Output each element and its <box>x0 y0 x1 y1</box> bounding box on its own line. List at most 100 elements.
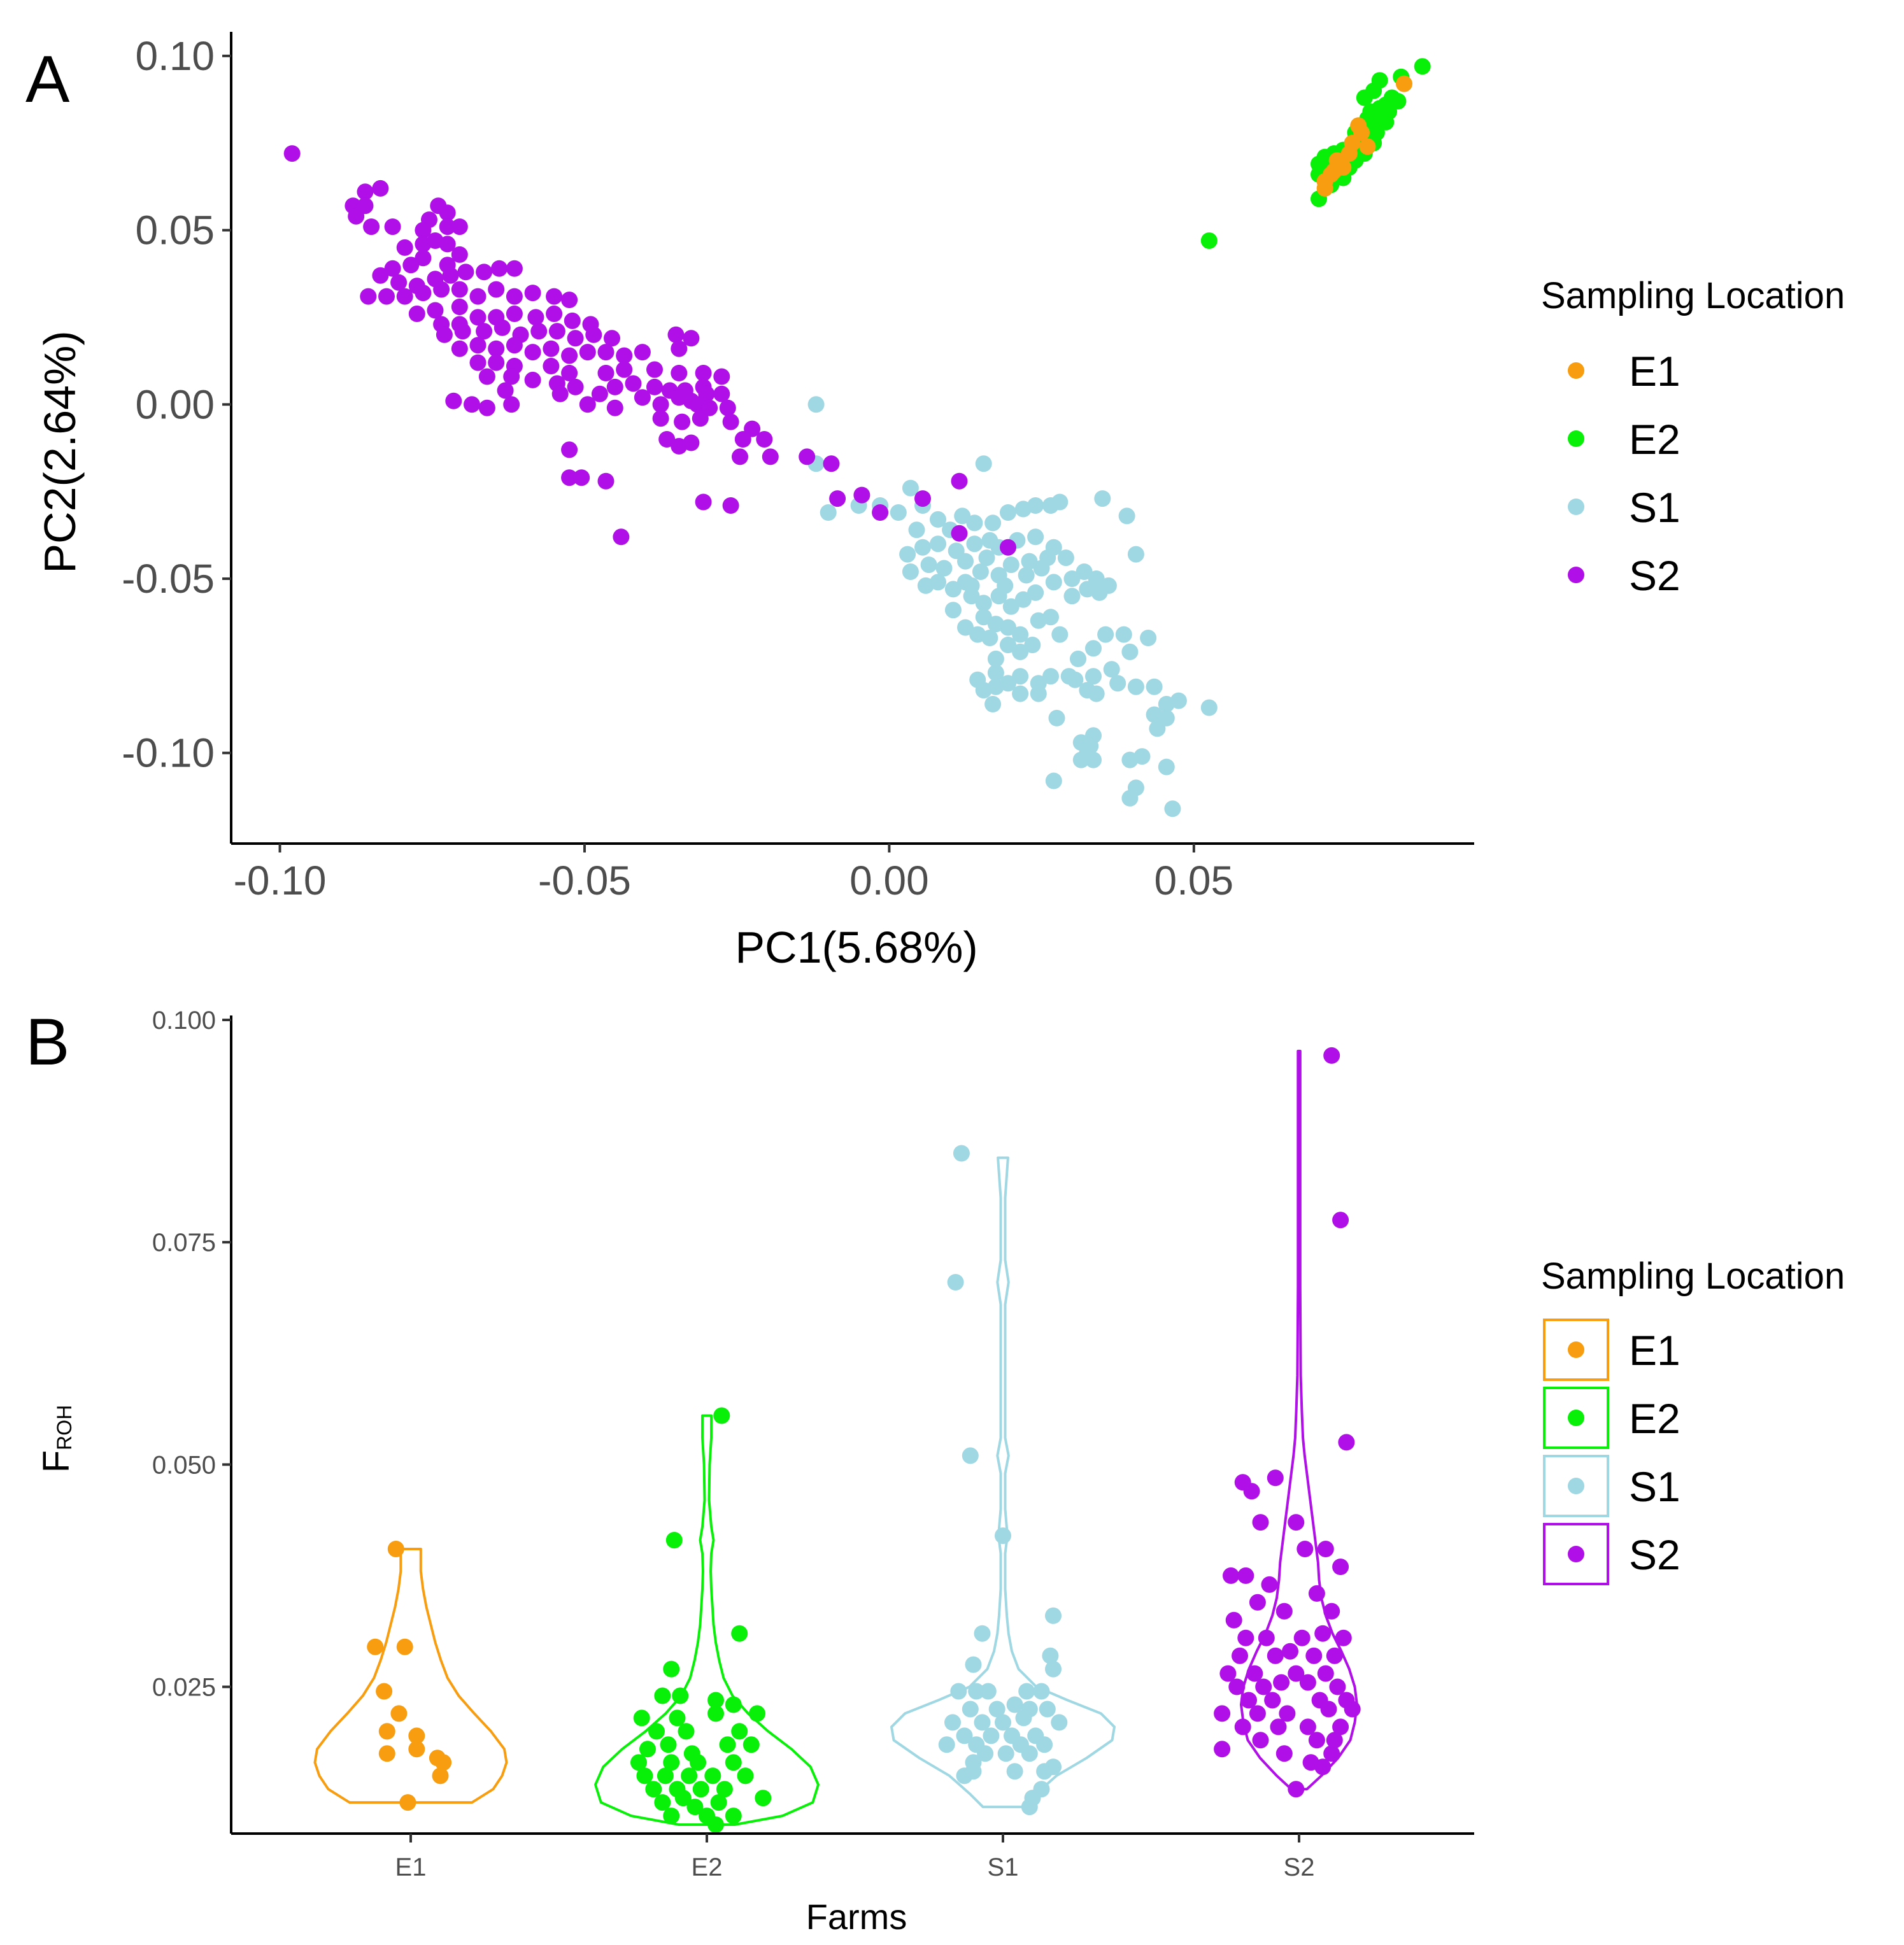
violin-point-e2 <box>707 1816 724 1833</box>
violin-point-s2 <box>1323 1602 1340 1620</box>
pca-point-s1 <box>1012 668 1029 685</box>
violin-legend-key-e1 <box>1568 1341 1584 1358</box>
pca-point-e1 <box>1359 138 1376 155</box>
pca-point-s2 <box>671 340 688 357</box>
violin-legend-box-e2 <box>1543 1387 1609 1449</box>
violin-point-s1 <box>977 1745 994 1762</box>
violin-point-s1 <box>983 1727 1000 1744</box>
violin-point-s2 <box>1264 1692 1281 1709</box>
pca-point-s2 <box>652 396 669 413</box>
pca-point-s2 <box>872 504 889 521</box>
pca-point-e2 <box>1200 232 1218 249</box>
pca-point-s1 <box>1164 800 1181 817</box>
pca-point-s2 <box>469 288 487 305</box>
pca-point-s2 <box>951 525 968 542</box>
pca-point-s1 <box>1085 751 1102 768</box>
violin-point-e2 <box>707 1692 724 1709</box>
pca-point-s1 <box>966 535 983 553</box>
pca-point-s2 <box>451 218 468 236</box>
pca-point-e2 <box>1414 58 1431 75</box>
violin-point-e2 <box>669 1709 686 1727</box>
pca-point-s2 <box>616 361 633 378</box>
violin-point-s2 <box>1275 1602 1293 1620</box>
pca-point-s2 <box>546 305 563 322</box>
pca-point-s1 <box>1121 643 1139 660</box>
pca-legend-key-e2 <box>1568 430 1584 447</box>
violin-point-s1 <box>1039 1701 1056 1718</box>
pca-point-s1 <box>1170 692 1187 709</box>
violin-point-s2 <box>1246 1665 1263 1682</box>
violin-point-s1 <box>965 1656 982 1673</box>
pca-point-s2 <box>469 354 487 371</box>
violin-point-s2 <box>1332 1559 1349 1575</box>
violin-x-tick-label: S1 <box>988 1853 1019 1881</box>
pca-point-s2 <box>853 486 870 504</box>
violin-point-e1 <box>435 1754 452 1771</box>
pca-legend-label: E2 <box>1629 416 1680 463</box>
pca-point-s2 <box>396 288 413 305</box>
violin-legend-label: E1 <box>1629 1327 1680 1374</box>
violin-point-s1 <box>997 1745 1014 1762</box>
pca-point-s1 <box>820 504 837 521</box>
violin-point-s2 <box>1267 1647 1284 1664</box>
violin-point-s1 <box>995 1714 1011 1731</box>
pca-point-s2 <box>524 285 541 302</box>
violin-point-s1 <box>1006 1696 1023 1713</box>
pca-point-s1 <box>902 479 919 497</box>
violin-point-s2 <box>1267 1469 1284 1487</box>
pca-point-s1 <box>1103 661 1120 678</box>
violin-point-e2 <box>742 1736 760 1753</box>
pca-point-s2 <box>478 368 495 385</box>
violin-point-s1 <box>1033 1683 1050 1700</box>
pca-point-s1 <box>1133 748 1151 765</box>
violin-point-s2 <box>1323 1047 1340 1064</box>
pca-point-s2 <box>476 264 493 281</box>
violin-point-s1 <box>974 1625 991 1642</box>
pca-point-s2 <box>1000 539 1016 556</box>
violin-point-s2 <box>1288 1665 1305 1682</box>
violin-point-s2 <box>1243 1483 1260 1500</box>
pca-point-s1 <box>966 514 983 532</box>
violin-point-s1 <box>953 1145 970 1162</box>
violin-legend-title: Sampling Location <box>1541 1255 1845 1297</box>
pca-point-s2 <box>524 371 541 388</box>
violin-point-s2 <box>1223 1567 1239 1584</box>
pca-point-s2 <box>734 431 751 448</box>
pca-point-s1 <box>1085 668 1102 685</box>
violin-point-e2 <box>731 1723 748 1740</box>
pca-point-s2 <box>503 368 520 385</box>
pca-point-s2 <box>823 455 840 472</box>
pca-point-s2 <box>613 528 630 546</box>
violin-point-s2 <box>1314 1625 1332 1642</box>
pca-point-s2 <box>439 218 456 236</box>
pca-point-s1 <box>930 535 946 553</box>
violin-point-e2 <box>725 1696 742 1713</box>
pca-y-tick-label: -0.05 <box>122 556 215 602</box>
pca-point-s2 <box>372 267 389 284</box>
pca-point-s1 <box>1030 685 1047 702</box>
violin-point-s2 <box>1335 1629 1352 1646</box>
violin-point-s1 <box>944 1714 961 1731</box>
violin-point-s1 <box>962 1701 979 1718</box>
violin-point-e2 <box>663 1660 680 1678</box>
violin-point-s2 <box>1332 1718 1349 1736</box>
pca-point-s2 <box>488 281 505 298</box>
pca-point-s2 <box>658 431 676 448</box>
violin-point-s1 <box>938 1736 955 1753</box>
violin-point-s1 <box>950 1683 967 1700</box>
pca-point-s1 <box>908 521 925 539</box>
violin-point-s1 <box>947 1274 964 1291</box>
violin-point-e2 <box>672 1687 689 1704</box>
violin-points-layer <box>367 1047 1361 1833</box>
pca-y-tick-label: -0.10 <box>122 730 215 776</box>
violin-point-s2 <box>1228 1678 1246 1695</box>
pca-x-tick-label: -0.10 <box>234 858 327 903</box>
violin-point-s1 <box>1021 1745 1038 1762</box>
violin-legend: Sampling Location E1 E2 S1 S2 <box>1541 1255 1845 1585</box>
pca-point-s1 <box>1000 675 1016 692</box>
violin-legend-key-s1 <box>1568 1478 1584 1494</box>
violin-point-s2 <box>1279 1705 1296 1722</box>
pca-point-s1 <box>1027 528 1044 546</box>
violin-point-e1 <box>378 1723 395 1740</box>
pca-point-s2 <box>597 472 615 490</box>
